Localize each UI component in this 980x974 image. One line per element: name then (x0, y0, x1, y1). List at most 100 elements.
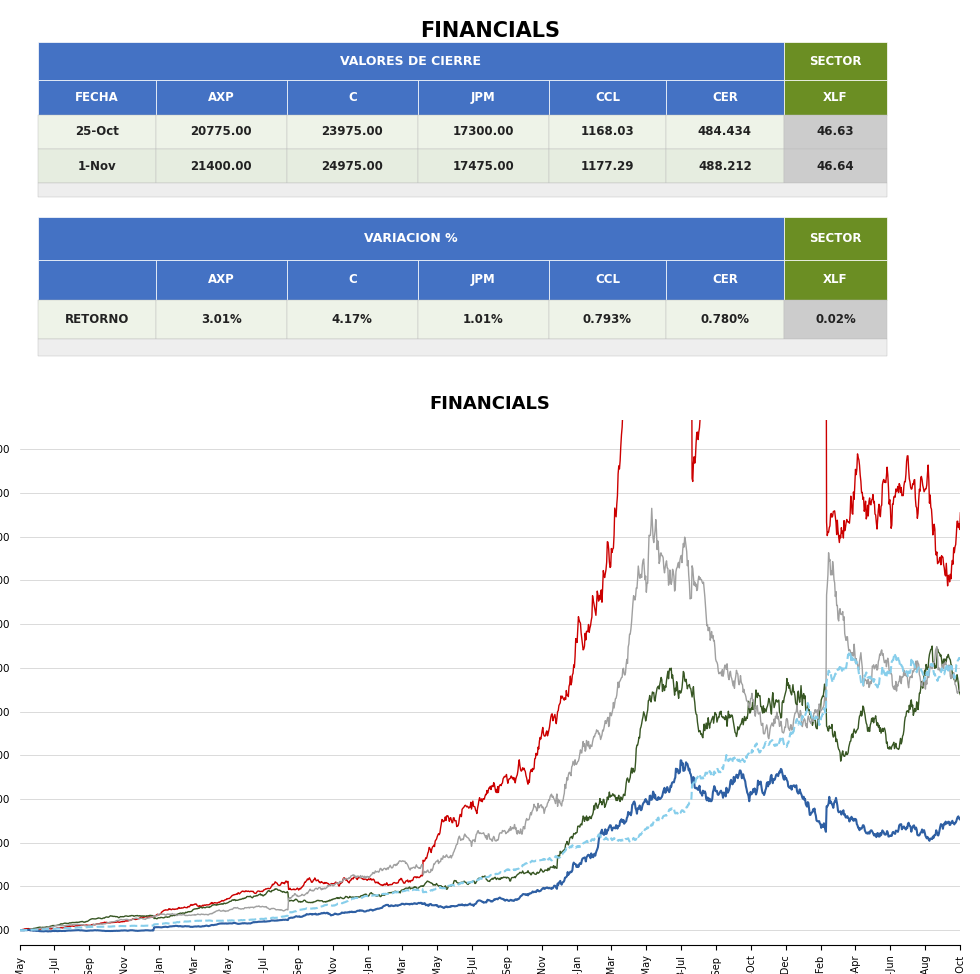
Bar (784, 217, 888, 260)
CCL (508, 895, 519, 907)
Title: FINANCIALS: FINANCIALS (429, 394, 551, 413)
Text: 1-Nov: 1-Nov (77, 160, 117, 172)
Bar (287, 115, 417, 149)
C (942, 651, 954, 662)
Bar (417, 115, 549, 149)
Text: FINANCIALS: FINANCIALS (420, 21, 560, 42)
C (449, 875, 461, 886)
Bar (549, 80, 666, 115)
Line: CCL: CCL (20, 761, 960, 931)
Bar (417, 300, 549, 339)
Line: C: C (20, 646, 960, 930)
Text: VALORES DE CIERRE: VALORES DE CIERRE (340, 55, 481, 68)
Bar (549, 300, 666, 339)
AXP (448, 812, 460, 824)
JPM (646, 503, 658, 514)
Bar (38, 300, 156, 339)
Line: AXP: AXP (20, 36, 960, 930)
AXP (338, 872, 350, 883)
CCL (338, 907, 350, 918)
Text: AXP: AXP (208, 274, 234, 286)
Text: AXP: AXP (208, 91, 234, 104)
Bar (417, 80, 549, 115)
Text: C: C (348, 274, 357, 286)
Text: 46.63: 46.63 (816, 126, 855, 138)
Text: 0.793%: 0.793% (583, 313, 632, 326)
JPM (508, 822, 519, 834)
CER (942, 660, 954, 672)
AXP (941, 568, 953, 580)
Bar (549, 260, 666, 300)
Text: SECTOR: SECTOR (809, 55, 861, 68)
CCL (942, 817, 954, 829)
Text: 484.434: 484.434 (698, 126, 752, 138)
Bar (38, 260, 156, 300)
C (17, 924, 28, 936)
Bar (549, 149, 666, 183)
Bar (287, 300, 417, 339)
Bar (156, 300, 287, 339)
C (242, 891, 254, 903)
JPM (14, 924, 25, 936)
JPM (942, 661, 954, 673)
JPM (15, 924, 26, 936)
Text: 24975.00: 24975.00 (321, 160, 383, 172)
Line: CER: CER (20, 652, 960, 930)
Bar (156, 80, 287, 115)
Text: SECTOR: SECTOR (809, 232, 861, 245)
Bar (784, 300, 888, 339)
Bar (38, 115, 156, 149)
CCL (42, 925, 54, 937)
CER (778, 736, 790, 748)
Text: JPM: JPM (470, 274, 496, 286)
Bar (666, 115, 784, 149)
CER (508, 864, 519, 876)
Text: FECHA: FECHA (75, 91, 119, 104)
AXP (777, 164, 789, 175)
Bar (38, 149, 156, 183)
CER (955, 652, 966, 663)
Bar (38, 339, 888, 356)
CCL (675, 755, 687, 767)
Bar (417, 260, 549, 300)
Text: 17300.00: 17300.00 (453, 126, 514, 138)
CER (338, 897, 350, 909)
CCL (449, 901, 461, 913)
Bar (666, 80, 784, 115)
Bar (666, 260, 784, 300)
AXP (955, 507, 966, 519)
CCL (14, 924, 25, 936)
CER (449, 880, 461, 892)
Text: RETORNO: RETORNO (65, 313, 129, 326)
Text: VARIACION %: VARIACION % (365, 232, 458, 245)
AXP (14, 924, 25, 936)
AXP (806, 30, 817, 42)
CER (844, 646, 856, 657)
Bar (287, 149, 417, 183)
Bar (156, 115, 287, 149)
Text: 1177.29: 1177.29 (581, 160, 634, 172)
Bar (784, 149, 888, 183)
C (508, 872, 519, 883)
Bar (784, 42, 888, 80)
C (338, 892, 350, 904)
CCL (955, 814, 966, 826)
Text: 46.64: 46.64 (816, 160, 855, 172)
Text: 17475.00: 17475.00 (453, 160, 514, 172)
Bar (287, 260, 417, 300)
Text: 25-Oct: 25-Oct (75, 126, 119, 138)
JPM (449, 843, 461, 855)
C (955, 689, 966, 700)
C (14, 924, 25, 936)
CER (19, 924, 30, 936)
Bar (784, 260, 888, 300)
Bar (417, 149, 549, 183)
JPM (242, 902, 254, 914)
Text: CER: CER (711, 91, 738, 104)
JPM (778, 725, 790, 736)
Bar (666, 149, 784, 183)
Line: JPM: JPM (20, 508, 960, 930)
Bar (549, 115, 666, 149)
CCL (242, 918, 254, 929)
CER (242, 915, 254, 926)
